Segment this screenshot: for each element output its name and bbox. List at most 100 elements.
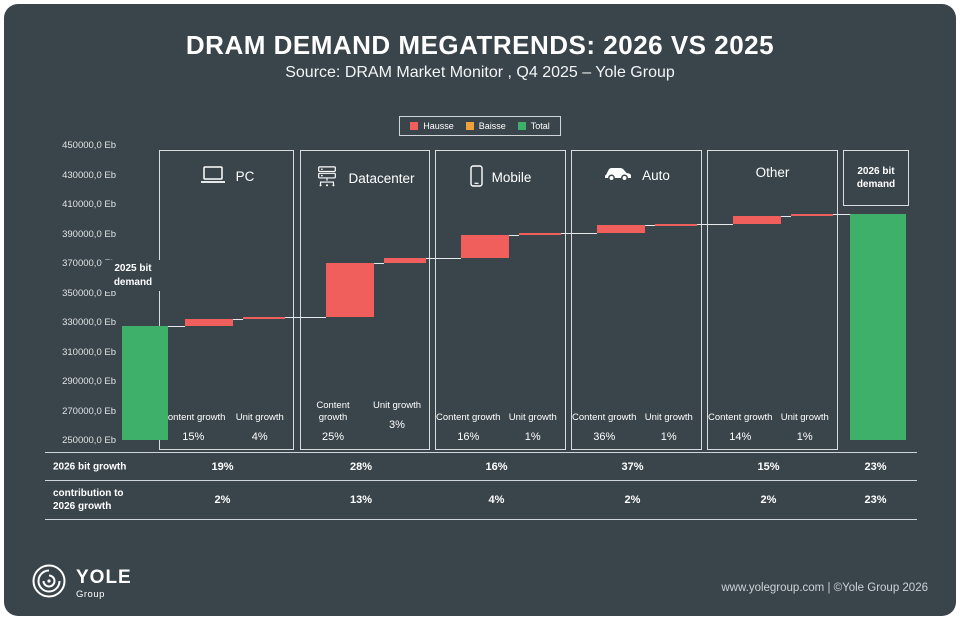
content-growth-label: Content growth xyxy=(161,412,226,424)
connector-line xyxy=(374,263,384,264)
legend-item-hausse: Hausse xyxy=(410,121,454,131)
laptop-icon xyxy=(199,165,227,188)
y-axis-tick: 430000,0 Eb xyxy=(62,169,116,181)
yole-logo: YOLE Group xyxy=(30,562,132,605)
content-growth-label: Content growth xyxy=(436,412,501,424)
y-axis-tick: 310000,0 Eb xyxy=(62,346,116,358)
demand-2026-label: 2026 bit demand xyxy=(843,150,909,206)
bit-growth-pc: 19% xyxy=(211,460,234,473)
content-growth-value: 15% xyxy=(182,431,205,443)
chart-legend: Hausse Baisse Total xyxy=(4,116,956,136)
baisse-swatch-icon xyxy=(465,122,474,130)
y-axis-tick: 350000,0 Eb xyxy=(62,287,116,299)
unit-growth-value: 4% xyxy=(251,431,268,443)
yole-spiral-icon xyxy=(30,562,68,605)
content-growth-label: Content growth xyxy=(708,412,773,424)
content-growth-col: Content growth 15% xyxy=(160,412,227,443)
category-header-datacenter: Datacenter xyxy=(301,165,429,192)
growth-row-pc: Content growth 15% Unit growth 4% xyxy=(160,412,293,443)
table-row-bit-growth: 2026 bit growth 19% 28% 16% 37% 15% 23% xyxy=(45,452,917,480)
table-row-contribution: contribution to 2026 growth 2% 13% 4% 2%… xyxy=(45,480,917,520)
contribution-other: 2% xyxy=(760,494,777,506)
content-growth-value: 25% xyxy=(321,431,345,443)
content-growth-bar-datacenter xyxy=(326,263,374,317)
category-header-pc: PC xyxy=(160,165,293,188)
category-header-mobile: Mobile xyxy=(436,165,565,190)
category-name: Auto xyxy=(642,167,670,183)
growth-row-mobile: Content growth 16% Unit growth 1% xyxy=(436,412,565,443)
row-label: 2026 bit growth xyxy=(53,461,127,472)
logo-subname: Group xyxy=(76,588,105,600)
unit-growth-label: Unit growth xyxy=(235,412,284,424)
content-growth-bar-pc xyxy=(185,319,233,327)
unit-growth-label: Unit growth xyxy=(780,412,829,424)
page-title: DRAM DEMAND MEGATRENDS: 2026 VS 2025 xyxy=(185,30,775,60)
unit-growth-value: 1% xyxy=(524,431,541,443)
unit-growth-bar-other xyxy=(791,214,833,217)
unit-growth-col: Unit growth 4% xyxy=(227,412,294,443)
y-axis-tick: 410000,0 Eb xyxy=(62,199,116,210)
content-growth-bar-mobile xyxy=(461,234,509,258)
connector-line xyxy=(233,319,243,321)
content-growth-col: Content growth 16% xyxy=(436,412,501,443)
unit-growth-col: Unit growth 1% xyxy=(773,412,838,443)
row-label: contribution to 2026 growth xyxy=(53,488,124,512)
unit-growth-value: 3% xyxy=(389,419,405,432)
y-axis-tick: 370000,0 Eb xyxy=(62,258,116,269)
connector-line xyxy=(168,326,185,328)
server-icon xyxy=(315,165,339,192)
content-growth-bar-other xyxy=(733,215,781,225)
hausse-swatch-icon xyxy=(410,122,419,130)
unit-growth-bar-mobile xyxy=(519,232,561,235)
unit-growth-bar-auto xyxy=(655,224,697,227)
unit-growth-label: Unit growth xyxy=(644,412,693,424)
page-subtitle: Source: DRAM Market Monitor , Q4 2025 – … xyxy=(285,64,675,81)
connector-line xyxy=(781,215,791,217)
bit-growth-datacenter: 28% xyxy=(349,460,373,473)
contribution-total: 23% xyxy=(864,494,887,506)
growth-row-other: Content growth 14% Unit growth 1% xyxy=(708,412,837,443)
contribution-pc: 2% xyxy=(214,494,231,506)
unit-growth-bar-datacenter xyxy=(384,257,426,263)
smartphone-icon xyxy=(469,165,483,190)
category-header-other: Other xyxy=(708,165,837,180)
legend-item-baisse: Baisse xyxy=(465,121,506,131)
total-bar-2025 xyxy=(122,326,168,440)
unit-growth-col: Unit growth 3% xyxy=(365,400,429,443)
y-axis-tick: 330000,0 Eb xyxy=(62,317,116,328)
y-axis-tick: 290000,0 Eb xyxy=(62,376,116,387)
car-icon xyxy=(603,165,633,185)
unit-growth-label: Unit growth xyxy=(372,400,422,412)
total-bar-2026 xyxy=(850,214,906,440)
logo-name: YOLE xyxy=(76,566,132,588)
content-growth-value: 16% xyxy=(457,431,480,443)
category-box-datacenter: Datacenter Content growth 25% Unit growt… xyxy=(300,150,430,450)
total-swatch-icon xyxy=(517,122,526,130)
content-growth-col: Content growth 14% xyxy=(708,412,773,443)
category-name: Mobile xyxy=(491,170,532,185)
category-name: PC xyxy=(235,169,255,184)
bit-growth-other: 15% xyxy=(757,460,780,473)
legend-label-hausse: Hausse xyxy=(423,121,454,131)
content-growth-value: 14% xyxy=(729,431,752,443)
contribution-auto: 2% xyxy=(624,494,641,506)
legend-label-baisse: Baisse xyxy=(478,121,506,131)
unit-growth-col: Unit growth 1% xyxy=(501,412,566,443)
bit-growth-mobile: 16% xyxy=(485,460,508,473)
connector-line xyxy=(561,232,597,234)
legend-label-total: Total xyxy=(530,121,550,131)
infographic-canvas: DRAM DEMAND MEGATRENDS: 2026 VS 2025 Sou… xyxy=(4,4,956,616)
category-box-auto: Auto Content growth 36% Unit growth 1% xyxy=(571,150,702,450)
content-growth-bar-auto xyxy=(597,225,645,233)
contribution-mobile: 4% xyxy=(488,494,505,506)
footer-credit[interactable]: www.yolegroup.com | ©Yole Group 2026 xyxy=(721,582,928,594)
unit-growth-value: 1% xyxy=(660,431,677,443)
content-growth-value: 36% xyxy=(593,431,616,443)
yole-logo-text: YOLE Group xyxy=(76,568,132,600)
bit-growth-auto: 37% xyxy=(621,460,644,473)
unit-growth-label: Unit growth xyxy=(508,412,557,424)
connector-line xyxy=(426,257,461,259)
legend-box: Hausse Baisse Total xyxy=(399,116,561,136)
category-box-other: Other Content growth 14% Unit growth 1% xyxy=(707,150,838,450)
y-axis-tick: 450000,0 Eb xyxy=(62,140,116,151)
